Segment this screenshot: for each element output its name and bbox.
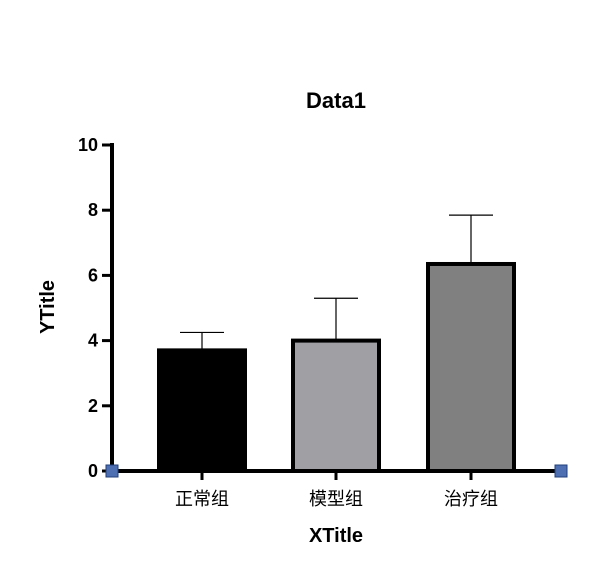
bars-layer <box>157 261 516 474</box>
x-axis-title: XTitle <box>309 525 363 547</box>
x-tick-label-3: 治疗组 <box>444 489 498 510</box>
y-tick-label-1: 2 <box>88 396 98 416</box>
axes-layer <box>102 143 568 480</box>
y-tick-label-4: 8 <box>88 200 98 220</box>
bar-2 <box>291 338 381 473</box>
bar-1 <box>157 348 247 474</box>
bar-3 <box>426 261 516 473</box>
y-axis-title: YTitle <box>37 280 59 334</box>
labels-layer: 正常组 模型组 治疗组 0 2 4 6 8 10 <box>78 135 498 510</box>
y-tick-label-3: 6 <box>88 265 98 285</box>
y-tick-label-2: 4 <box>88 331 98 351</box>
y-tick-label-0: 0 <box>88 461 98 481</box>
y-tick-label-5: 10 <box>78 135 98 155</box>
error-bars-layer <box>180 214 493 351</box>
axis-end-marker <box>554 464 568 478</box>
chart-title: Data1 <box>306 88 366 113</box>
axis-start-marker <box>105 464 119 478</box>
x-tick-label-2: 模型组 <box>309 489 363 510</box>
x-tick-label-1: 正常组 <box>175 489 229 510</box>
